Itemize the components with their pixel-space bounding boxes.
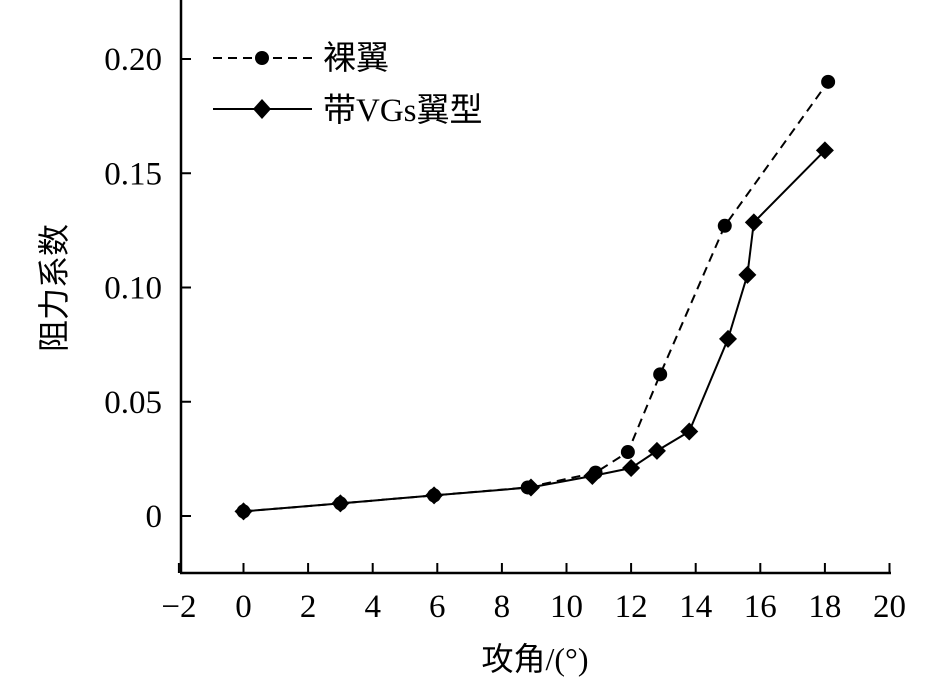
data-point-vg-airfoil [719,329,737,348]
data-point-vg-airfoil [234,502,253,521]
x-tick-label: 2 [300,589,317,625]
legend-entry-bare-wing: 裸翼 [213,40,389,77]
series-layer [234,74,836,521]
x-tick-label: 20 [873,589,906,625]
data-point-vg-airfoil [583,467,602,486]
data-point-bare-wing [717,218,732,233]
y-tick-label: 0.10 [104,271,162,307]
data-point-vg-airfoil [815,141,834,160]
legend-marker-bare-wing [255,51,269,65]
legend-label-vg-airfoil: 带VGs翼型 [323,93,483,129]
legend-marker-vg-airfoil [253,99,271,119]
data-point-vg-airfoil [647,441,666,460]
x-tick-label: 14 [679,589,712,625]
y-tick-label: 0 [146,499,163,535]
x-tick-label: 12 [615,589,648,625]
x-tick-label: 16 [744,589,777,625]
data-point-bare-wing [653,367,668,382]
x-tick-label: 6 [429,589,446,625]
data-point-vg-airfoil [331,494,350,513]
data-point-vg-airfoil [744,213,763,232]
data-point-vg-airfoil [622,459,641,478]
data-point-vg-airfoil [521,478,540,497]
legend-entry-vg-airfoil: 带VGs翼型 [213,93,483,129]
x-tick-label: 0 [235,589,252,625]
y-tick-label: 0.20 [104,42,162,78]
data-point-bare-wing [821,74,836,89]
x-tick-label: 8 [494,589,511,625]
legend: 裸翼 带VGs翼型 [213,40,483,129]
y-tick-label: 0.15 [104,156,162,192]
series-line-vg-airfoil [243,149,826,513]
y-axis-title: 阻力系数 [36,224,72,352]
legend-label-bare-wing: 裸翼 [323,40,389,77]
x-tick-label: −2 [161,589,196,625]
x-axis-title: 攻角/(°) [481,641,588,677]
data-point-bare-wing [620,445,635,460]
data-point-vg-airfoil [680,422,699,441]
x-tick-label: 4 [364,589,381,625]
y-tick-label: 0.05 [104,385,162,421]
data-point-vg-airfoil [425,486,444,505]
x-tick-label: 18 [808,589,841,625]
ticks: −2 0 2 4 6 8 10 12 14 16 18 20 0 0.05 0.10 0.15 0.20 [104,42,906,625]
data-point-vg-airfoil [738,265,757,284]
x-tick-label: 10 [550,589,583,625]
